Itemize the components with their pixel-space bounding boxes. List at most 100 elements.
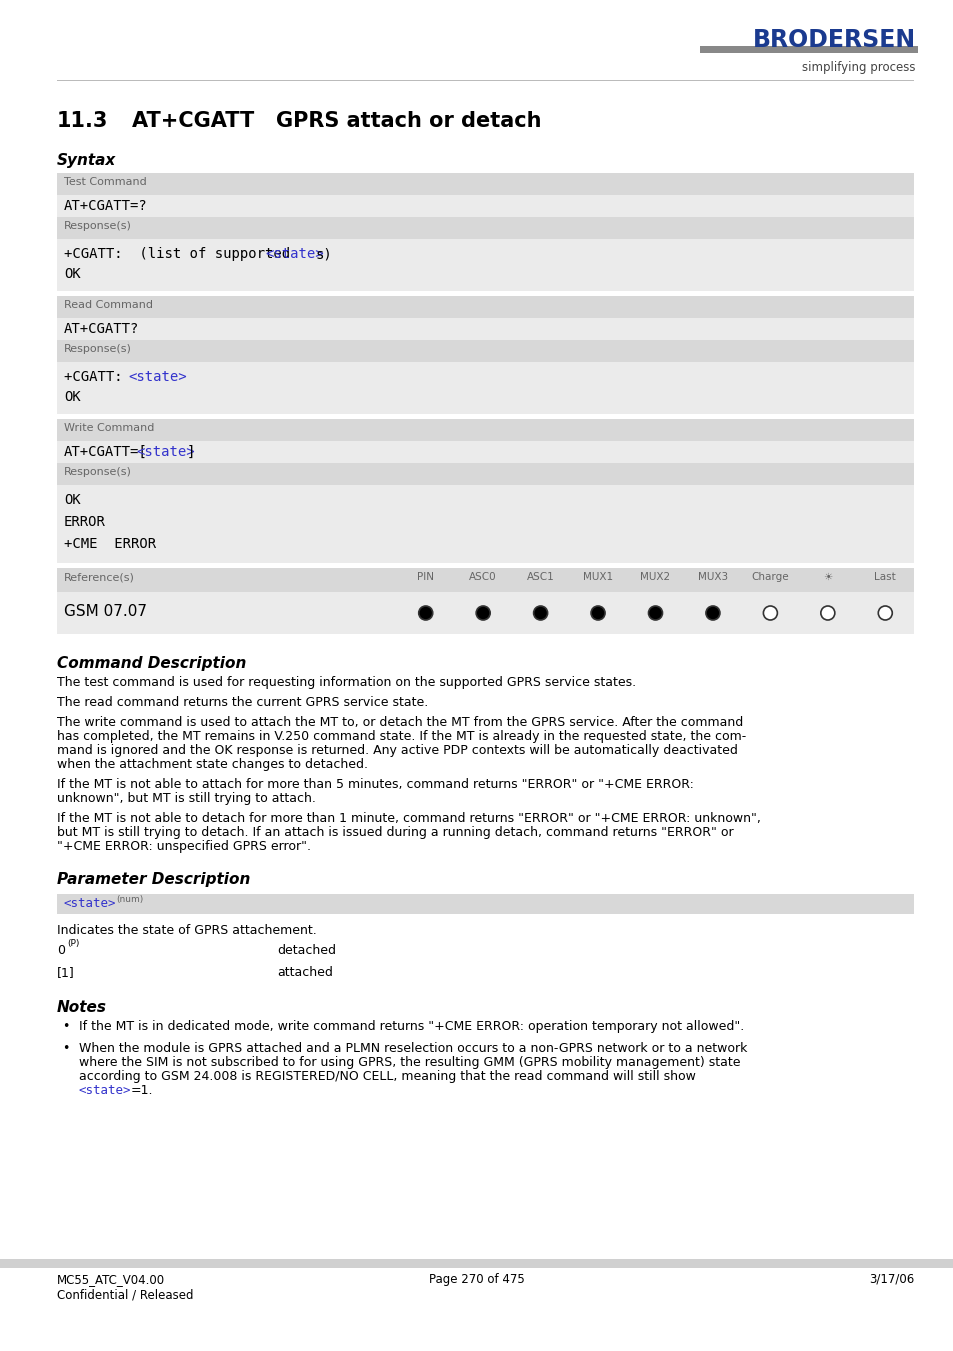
Bar (57, 296, 913, 317)
Text: ASC1: ASC1 (526, 571, 554, 582)
Bar (57, 485, 913, 563)
Text: OK: OK (64, 493, 81, 507)
Text: ☀: ☀ (822, 571, 832, 582)
Text: attached: attached (276, 966, 333, 979)
Bar (57, 195, 913, 218)
Text: AT+CGATT=?: AT+CGATT=? (64, 199, 148, 213)
Circle shape (591, 607, 604, 620)
Text: "+CME ERROR: unspecified GPRS error".: "+CME ERROR: unspecified GPRS error". (57, 840, 311, 852)
Text: Command Description: Command Description (57, 657, 246, 671)
Text: (P): (P) (67, 939, 79, 948)
Text: OK: OK (64, 390, 81, 404)
Text: The test command is used for requesting information on the supported GPRS servic: The test command is used for requesting … (57, 676, 636, 689)
Text: +CGATT:  (list of supported: +CGATT: (list of supported (64, 247, 298, 261)
Text: MUX3: MUX3 (698, 571, 727, 582)
Text: When the module is GPRS attached and a PLMN reselection occurs to a non-GPRS net: When the module is GPRS attached and a P… (79, 1042, 746, 1055)
Text: Notes: Notes (57, 1000, 107, 1015)
Text: <state>: <state> (265, 247, 324, 261)
Text: Confidential / Released: Confidential / Released (57, 1288, 193, 1301)
Text: •: • (62, 1042, 70, 1055)
Text: GSM 07.07: GSM 07.07 (64, 604, 147, 619)
Text: Read Command: Read Command (64, 300, 152, 309)
Text: (num): (num) (116, 894, 143, 904)
Text: Response(s): Response(s) (64, 467, 132, 477)
Bar (57, 592, 396, 634)
Text: The write command is used to attach the MT to, or detach the MT from the GPRS se: The write command is used to attach the … (57, 716, 742, 730)
Text: Response(s): Response(s) (64, 222, 132, 231)
Text: ERROR: ERROR (64, 515, 106, 530)
Text: If the MT is in dedicated mode, write command returns "+CME ERROR: operation tem: If the MT is in dedicated mode, write co… (79, 1020, 743, 1034)
Text: when the attachment state changes to detached.: when the attachment state changes to det… (57, 758, 368, 771)
Bar (396, 567, 913, 592)
Text: PIN: PIN (416, 571, 434, 582)
Bar (0, 1259, 953, 1269)
Bar (57, 362, 913, 413)
Text: AT+CGATT   GPRS attach or detach: AT+CGATT GPRS attach or detach (132, 111, 541, 131)
Circle shape (762, 607, 777, 620)
Text: Last: Last (874, 571, 895, 582)
Bar (57, 567, 396, 592)
Circle shape (533, 607, 547, 620)
Text: MUX2: MUX2 (639, 571, 670, 582)
Circle shape (476, 607, 490, 620)
Bar (57, 894, 913, 915)
Text: Parameter Description: Parameter Description (57, 871, 250, 888)
Text: detached: detached (276, 944, 335, 957)
Bar (57, 463, 913, 485)
Bar (57, 317, 913, 340)
Text: AT+CGATT=[: AT+CGATT=[ (64, 444, 148, 459)
Text: Response(s): Response(s) (64, 345, 132, 354)
Text: +CGATT:: +CGATT: (64, 370, 139, 384)
Text: mand is ignored and the OK response is returned. Any active PDP contexts will be: mand is ignored and the OK response is r… (57, 744, 737, 757)
Circle shape (705, 607, 720, 620)
Bar (57, 80, 913, 81)
Text: MUX1: MUX1 (582, 571, 613, 582)
Text: 11.3: 11.3 (57, 111, 109, 131)
Text: <state>: <state> (136, 444, 194, 459)
Circle shape (648, 607, 661, 620)
Text: simplifying process: simplifying process (801, 61, 915, 74)
Text: +CME  ERROR: +CME ERROR (64, 536, 156, 551)
Bar (57, 173, 913, 195)
Text: 0: 0 (57, 944, 65, 957)
Bar (57, 340, 913, 362)
Circle shape (820, 607, 834, 620)
Text: AT+CGATT?: AT+CGATT? (64, 322, 139, 336)
Text: BRODERSEN: BRODERSEN (752, 28, 915, 51)
Text: ASC0: ASC0 (469, 571, 497, 582)
Text: unknown", but MT is still trying to attach.: unknown", but MT is still trying to atta… (57, 792, 315, 805)
Text: •: • (62, 1020, 70, 1034)
Text: according to GSM 24.008 is REGISTERED/NO CELL, meaning that the read command wil: according to GSM 24.008 is REGISTERED/NO… (79, 1070, 695, 1084)
Text: where the SIM is not subscribed to for using GPRS, the resulting GMM (GPRS mobil: where the SIM is not subscribed to for u… (79, 1056, 740, 1069)
Text: <state>: <state> (79, 1084, 132, 1097)
Text: Reference(s): Reference(s) (64, 571, 134, 582)
Circle shape (878, 607, 891, 620)
Text: but MT is still trying to detach. If an attach is issued during a running detach: but MT is still trying to detach. If an … (57, 825, 733, 839)
Text: has completed, the MT remains in V.250 command state. If the MT is already in th: has completed, the MT remains in V.250 c… (57, 730, 745, 743)
Bar (57, 218, 913, 239)
Text: Test Command: Test Command (64, 177, 147, 186)
Bar (57, 239, 913, 290)
Text: <state>: <state> (64, 897, 116, 911)
Text: MC55_ATC_V04.00: MC55_ATC_V04.00 (57, 1273, 165, 1286)
Text: The read command returns the current GPRS service state.: The read command returns the current GPR… (57, 696, 428, 709)
Text: OK: OK (64, 267, 81, 281)
Bar (700, 46, 917, 53)
Text: Write Command: Write Command (64, 423, 154, 434)
Text: s): s) (315, 247, 333, 261)
Text: [1]: [1] (57, 966, 74, 979)
Text: <state>: <state> (129, 370, 187, 384)
Text: If the MT is not able to detach for more than 1 minute, command returns "ERROR" : If the MT is not able to detach for more… (57, 812, 760, 825)
Bar (396, 592, 913, 634)
Text: =1.: =1. (131, 1084, 153, 1097)
Text: Indicates the state of GPRS attachement.: Indicates the state of GPRS attachement. (57, 924, 316, 938)
Text: ]: ] (186, 444, 194, 459)
Text: Charge: Charge (751, 571, 788, 582)
Text: 3/17/06: 3/17/06 (868, 1273, 913, 1286)
Text: If the MT is not able to attach for more than 5 minutes, command returns "ERROR": If the MT is not able to attach for more… (57, 778, 693, 790)
Circle shape (418, 607, 433, 620)
Bar (57, 440, 913, 463)
Bar (57, 419, 913, 440)
Text: Syntax: Syntax (57, 153, 116, 168)
Text: Page 270 of 475: Page 270 of 475 (429, 1273, 524, 1286)
